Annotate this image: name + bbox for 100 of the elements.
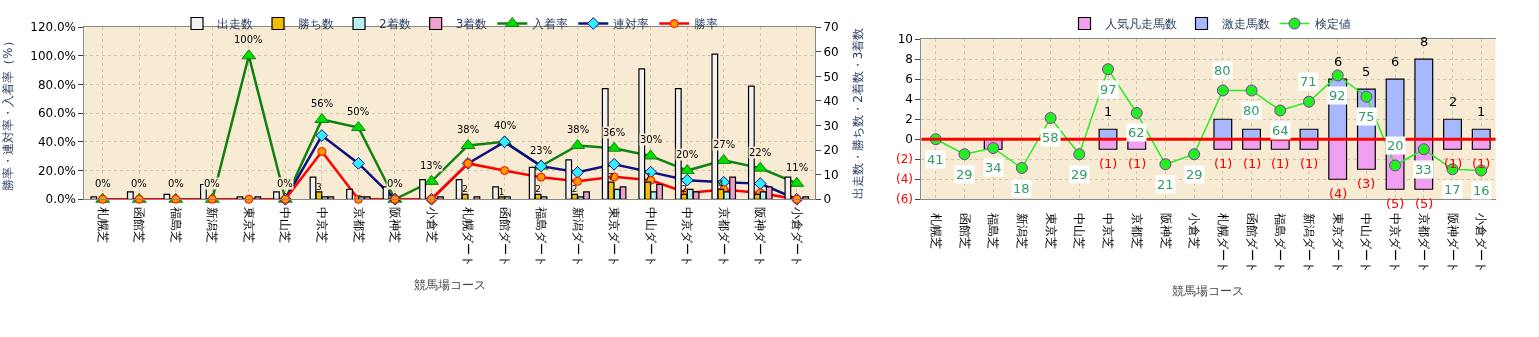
y-tick-label: (6) [896,192,913,207]
x-tick-label: 中京芝 [314,206,329,243]
y-tick-label: 80.0% [37,77,77,92]
data-label: 16 [1473,183,1490,198]
data-label: 0% [204,178,220,189]
data-label: 38% [457,124,480,135]
data-label: 0% [277,178,293,189]
data-label: 71 [1300,74,1317,89]
legend-label: 激走馬数 [1221,17,1270,32]
data-label: 75 [1358,109,1375,124]
data-label: 97 [1100,82,1117,97]
data-label: 2 [681,184,688,195]
y-tick-label: 120.0% [30,20,77,35]
x-tick-label: 東京芝 [241,206,256,243]
data-label: 38% [567,124,590,135]
data-label: 1 [1104,104,1113,119]
y-tick-label: 10 [897,32,913,47]
x-tick-label: 中京ダート [1388,212,1403,273]
y2-tick-label: 0 [823,192,832,207]
legend-label: 勝ち数 [298,17,335,32]
data-label: 11% [786,162,809,173]
data-label: 2 [535,184,541,195]
x-tick-label: 中山ダート [643,206,658,267]
data-label: (1) [1214,156,1233,171]
data-label: (5) [1415,196,1434,211]
y2-tick-label: 40 [823,94,839,109]
data-label: 58 [1042,130,1059,145]
x-tick-label: 函館芝 [132,206,147,243]
x-tick-label: 阪神ダート [1445,212,1460,273]
data-label: 13% [420,160,443,171]
data-label: (1) [1271,156,1290,171]
data-label: 41 [927,152,944,167]
data-label: 21 [1157,177,1174,192]
x-tick-label: 福島芝 [986,212,1001,249]
y2-tick-label: 50 [823,69,839,84]
x-tick-label: 中山芝 [1072,212,1087,249]
x-tick-label: 新潟ダート [1302,212,1317,273]
data-label: 80 [1243,103,1260,118]
y-tick-label: 60.0% [37,106,77,121]
legend-label: 2着数 [379,17,411,32]
x-tick-label: 阪神芝 [1158,212,1173,249]
y2-tick-label: 30 [823,118,839,133]
x-tick-label: 函館芝 [957,212,972,249]
data-label: 100% [234,34,263,45]
y2-axis-title: 出走数・勝ち数・2着数・3着数 [850,27,865,199]
y-tick-label: 6 [905,72,913,87]
data-label: 0% [131,178,147,189]
data-label: 0% [387,178,403,189]
data-label: 40% [494,120,517,131]
data-label: 7 [608,171,614,182]
x-tick-label: 新潟ダート [570,206,585,267]
data-label: 33 [1415,162,1432,177]
y-tick-label: (4) [896,172,913,187]
data-label: (4) [1329,186,1348,201]
x-tick-label: 東京芝 [1043,212,1058,249]
y-tick-label: 0.0% [45,192,77,207]
x-tick-label: 小倉芝 [424,206,439,243]
x-tick-label: 新潟芝 [205,206,220,243]
data-label: 27% [713,139,736,150]
x-tick-label: 函館ダート [497,206,512,267]
x-tick-label: 中京芝 [1101,212,1116,249]
x-tick-label: 新潟芝 [1014,212,1029,249]
data-label: (1) [1472,156,1491,171]
x-tick-label: 京都芝 [351,206,366,243]
data-label: 0% [168,178,184,189]
x-tick-label: 札幌ダート [461,206,476,267]
x-tick-label: 中山ダート [1359,212,1374,273]
y-tick-label: 20.0% [37,163,77,178]
data-label: 62 [1128,125,1145,140]
legend-label: 入着率 [532,17,569,32]
data-label: 56% [311,98,334,109]
x-axis-title: 競馬場コース [1172,283,1245,298]
data-label: 29 [1071,167,1088,182]
x-tick-label: 札幌芝 [95,206,110,243]
legend-label: 勝率 [694,17,719,32]
x-tick-label: 京都芝 [1129,212,1144,249]
data-label: 23% [530,145,553,156]
data-label: 36% [603,127,626,138]
data-label: 4 [717,179,724,190]
data-label: 5 [1362,64,1371,79]
x-tick-label: 福島芝 [168,206,183,243]
x-tick-label: 東京ダート [607,206,622,267]
x-tick-label: 小倉ダート [789,206,804,267]
data-label: 17 [1444,182,1461,197]
y-axis-title: 勝率・連対率・入着率（%） [0,35,15,191]
data-label: 6 [1334,54,1343,69]
x-tick-label: 阪神ダート [753,206,768,267]
data-label: 29 [956,167,973,182]
legend-label: 検定値 [1314,17,1351,32]
x-tick-label: 函館ダート [1244,212,1259,273]
x-tick-label: 阪神芝 [388,206,403,243]
data-label: 80 [1214,63,1231,78]
legend-label: 3着数 [455,17,488,32]
legend-label: 人気凡走馬数 [1104,17,1177,32]
data-label: 22% [749,147,772,158]
data-label: (1) [1099,156,1118,171]
data-label: 2 [462,184,468,195]
x-tick-label: 札幌ダート [1215,212,1230,273]
data-label: 1 [1477,104,1486,119]
x-tick-label: 福島ダート [534,206,549,267]
